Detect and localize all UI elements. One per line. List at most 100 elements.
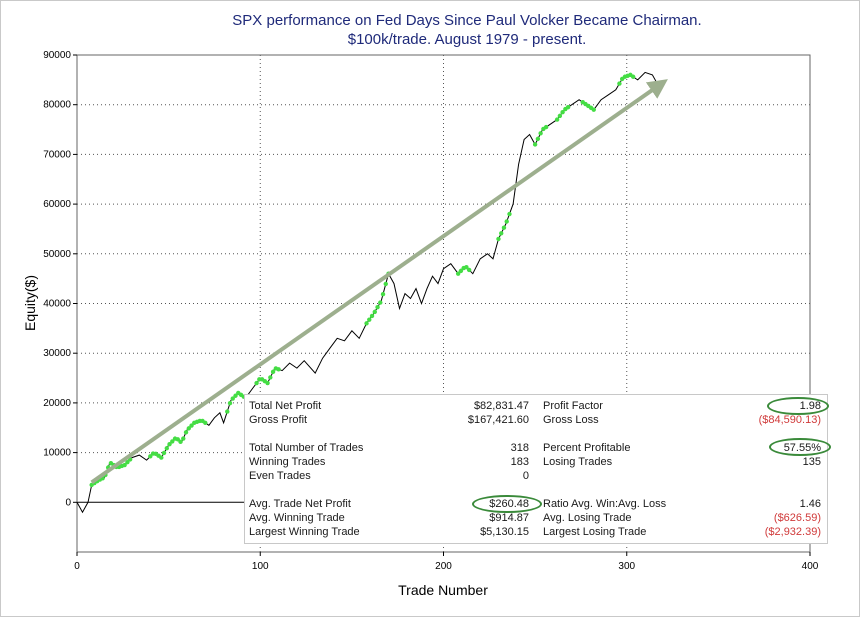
chart-subtitle: $100k/trade. August 1979 - present.	[348, 31, 587, 48]
table-row: Even Trades 0	[245, 469, 827, 483]
winning-trade-point	[178, 439, 183, 445]
stat-value: 0	[522, 470, 529, 482]
y-tick-label: 40000	[43, 299, 71, 310]
stat-value: ($84,590.13)	[758, 414, 821, 426]
y-axis: 0 10000 20000 30000 40000 50000 60000 70000 8000…	[43, 50, 77, 508]
stat-label: Profit Factor	[543, 400, 603, 412]
winning-trade-point	[535, 136, 541, 142]
stat-label: Ratio Avg. Win:Avg. Loss	[543, 498, 667, 510]
winning-trade-point	[122, 462, 127, 468]
x-tick-label: 400	[802, 561, 819, 572]
trend-arrow	[90, 79, 668, 485]
winning-trade-point	[372, 309, 377, 315]
stat-label: Losing Trades	[543, 456, 613, 468]
y-tick-label: 90000	[43, 50, 71, 61]
winning-trade-point	[538, 131, 543, 136]
chart-title: SPX performance on Fed Days Since Paul V…	[232, 12, 701, 29]
winning-trade-point	[501, 225, 507, 230]
winning-trade-point	[270, 369, 276, 375]
stat-value: 135	[802, 456, 821, 468]
stat-value: $82,831.47	[473, 400, 529, 412]
winning-trade-point	[203, 420, 208, 425]
winning-trade-point	[557, 113, 563, 119]
winning-trade-point	[183, 430, 189, 435]
winning-trade-point	[230, 396, 235, 401]
stat-label: Gross Loss	[543, 414, 599, 426]
stat-label: Percent Profitable	[543, 442, 631, 454]
winning-trade-point	[380, 291, 386, 297]
stat-label: Avg. Losing Trade	[543, 512, 632, 524]
stat-label: Largest Winning Trade	[249, 526, 360, 538]
stat-value: $167,421.60	[467, 414, 529, 426]
equity-series	[76, 71, 661, 514]
y-tick-label: 70000	[43, 149, 71, 160]
x-tick-label: 300	[618, 561, 635, 572]
stat-label: Gross Profit	[249, 414, 308, 426]
profit-factor-highlight	[767, 397, 829, 415]
winning-trade-point	[543, 124, 549, 130]
x-axis: 0 100 200 300 400	[74, 552, 819, 572]
winning-trade-point	[254, 380, 259, 386]
y-tick-label: 80000	[43, 100, 71, 111]
x-tick-label: 0	[74, 561, 80, 572]
stat-label: Largest Losing Trade	[543, 526, 647, 538]
stat-label: Total Number of Trades	[249, 442, 364, 454]
table-row: Gross Profit $167,421.60 Gross Loss ($84…	[245, 413, 827, 427]
winning-trade-point	[532, 142, 538, 147]
percent-profitable-highlight	[769, 438, 831, 456]
winning-trade-point	[159, 455, 164, 460]
winning-trade-point	[458, 268, 464, 274]
stat-label: Winning Trades	[249, 456, 326, 468]
y-tick-label: 30000	[43, 348, 71, 359]
winning-trade-point	[364, 321, 369, 326]
table-row: Winning Trades 183 Losing Trades 135	[245, 455, 827, 469]
winning-trade-point	[148, 454, 153, 459]
winning-trade-point	[167, 442, 172, 447]
stat-value: ($2,932.39)	[764, 526, 821, 538]
stat-value: $5,130.15	[480, 526, 529, 538]
table-row: Avg. Winning Trade $914.87 Avg. Losing T…	[245, 511, 827, 525]
winning-trade-point	[565, 104, 571, 110]
winning-trade-point	[378, 300, 383, 305]
x-tick-label: 100	[252, 561, 269, 572]
winning-trade-point	[186, 426, 191, 431]
winning-trade-point	[504, 219, 509, 224]
winning-trade-point	[369, 313, 375, 319]
stat-value: ($626.59)	[773, 512, 821, 524]
y-tick-label: 0	[65, 497, 71, 508]
x-tick-label: 200	[435, 561, 452, 572]
x-axis-label: Trade Number	[398, 582, 488, 598]
winning-trade-point	[455, 271, 461, 276]
winning-trade-point	[591, 107, 596, 112]
y-tick-label: 60000	[43, 199, 71, 210]
stat-value: 183	[510, 456, 529, 468]
winning-trade-point	[383, 281, 388, 287]
table-row: Largest Winning Trade $5,130.15 Largest …	[245, 525, 827, 539]
winning-trade-point	[189, 423, 194, 428]
performance-summary-table: Total Net Profit $82,831.47 Profit Facto…	[244, 394, 831, 544]
winning-trade-point	[560, 109, 565, 115]
winning-trade-point	[499, 231, 504, 236]
winning-trade-point	[464, 264, 469, 270]
winning-trade-point	[164, 446, 169, 451]
winning-trade-point	[554, 117, 560, 122]
stat-label: Avg. Winning Trade	[249, 512, 345, 524]
table-row: Total Number of Trades 318 Percent Profi…	[245, 441, 827, 455]
winning-trade-point	[233, 393, 238, 398]
y-tick-label: 20000	[43, 398, 71, 409]
stat-value: 318	[510, 442, 529, 454]
winning-trade-point	[630, 74, 636, 79]
winning-trade-point	[268, 375, 273, 380]
winning-trade-point	[276, 367, 281, 372]
y-tick-label: 50000	[43, 249, 71, 260]
stat-label: Avg. Trade Net Profit	[249, 498, 351, 510]
winning-trade-point	[125, 460, 130, 465]
stat-label: Even Trades	[249, 470, 311, 482]
winning-trade-point	[375, 305, 380, 310]
winning-trade-point	[617, 81, 622, 86]
winning-trade-point	[227, 401, 233, 406]
winning-trade-point	[181, 436, 186, 441]
winning-trade-point	[367, 317, 372, 322]
stat-value: $914.87	[489, 512, 529, 524]
